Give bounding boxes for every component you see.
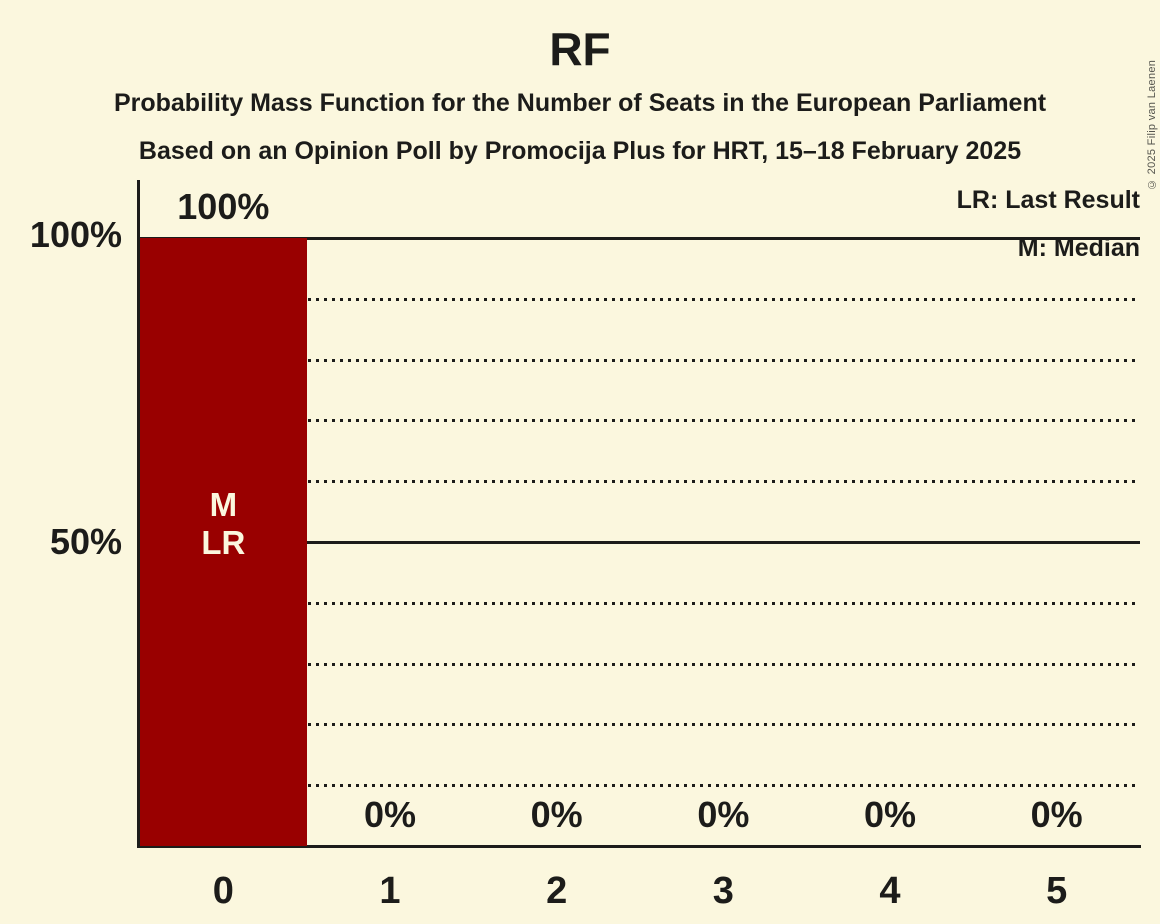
gridline-solid-50	[140, 541, 1140, 544]
y-axis-line	[137, 180, 140, 848]
value-label-seats-3: 0%	[697, 794, 750, 835]
x-axis-label-5: 5	[1046, 870, 1068, 912]
x-axis-label-4: 4	[879, 870, 901, 912]
gridline-dotted-70	[140, 419, 1140, 423]
legend-last-result: LR: Last Result	[956, 186, 1140, 214]
gridline-dotted-40	[140, 601, 1140, 605]
chart-title: RF	[549, 23, 611, 75]
x-axis-label-2: 2	[546, 870, 568, 912]
x-axis-line	[137, 845, 1141, 848]
gridline-dotted-60	[140, 480, 1140, 484]
bar-seats-0	[140, 238, 307, 846]
chart-subtitle-function: Probability Mass Function for the Number…	[113, 89, 1047, 117]
gridline-dotted-80	[140, 358, 1140, 362]
value-label-seats-0: 100%	[177, 186, 270, 227]
value-label-seats-2: 0%	[530, 794, 583, 835]
gridline-dotted-30	[140, 662, 1140, 666]
gridline-solid-100	[140, 237, 1140, 240]
gridline-dotted-10	[140, 784, 1140, 788]
bar-annotation-median-lastresult: M LR	[201, 486, 246, 561]
chart-subtitle-poll: Based on an Opinion Poll by Promocija Pl…	[138, 137, 1022, 165]
y-axis-label-100: 100%	[29, 214, 122, 255]
value-label-seats-1: 0%	[363, 794, 416, 835]
gridline-dotted-90	[140, 297, 1140, 301]
value-label-seats-4: 0%	[863, 794, 916, 835]
x-axis-label-1: 1	[379, 870, 401, 912]
x-axis-label-3: 3	[712, 870, 734, 912]
plot-area: M LR 100% 0 0% 1 0% 2 0% 3 0% 4 0% 5	[140, 189, 1140, 910]
x-axis-label-0: 0	[212, 870, 234, 912]
y-axis-label-50: 50%	[49, 521, 122, 562]
value-label-seats-5: 0%	[1030, 794, 1083, 835]
gridline-dotted-20	[140, 723, 1140, 727]
